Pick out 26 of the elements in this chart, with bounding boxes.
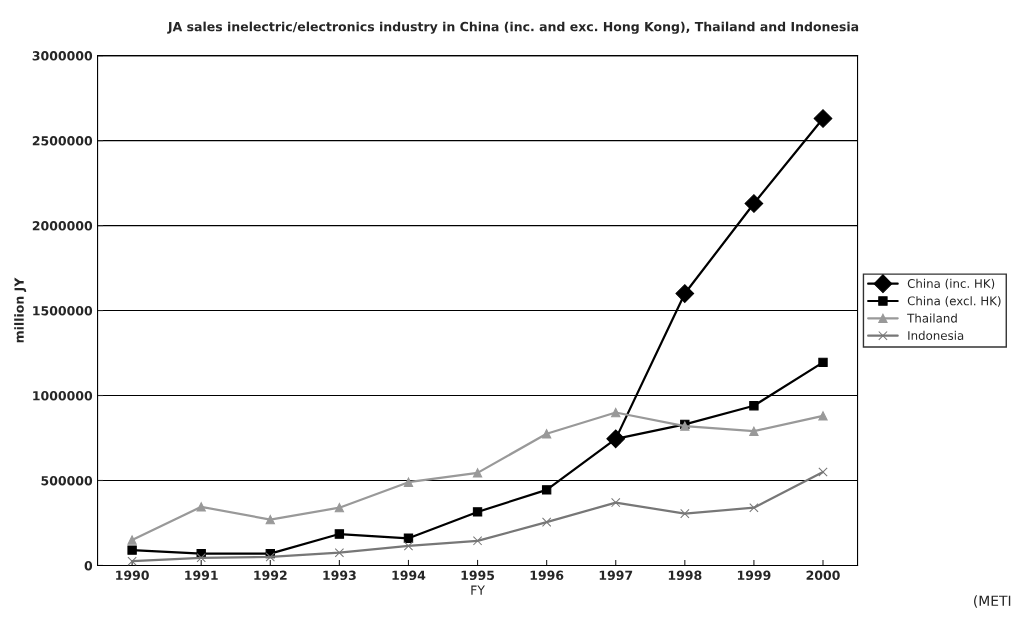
- x-tick-label: 1996: [530, 570, 564, 581]
- text: (METI: [974, 595, 1011, 608]
- x-tick-label: 1992: [254, 570, 287, 581]
- x-tick-label: 2000: [806, 570, 840, 581]
- y-tick-label: 3000000: [32, 51, 93, 61]
- legend-label: Indonesia: [908, 330, 964, 340]
- x-tick-label: 1990: [116, 570, 149, 581]
- y-tick-label: 2500000: [32, 136, 93, 146]
- x-tick-label: 1999: [737, 570, 771, 581]
- x-tick-label: 1997: [599, 570, 633, 581]
- x-tick-label: 1991: [185, 570, 218, 581]
- y-tick-label: 1500000: [33, 306, 93, 316]
- legend-label: China (excl. HK): [907, 296, 1001, 307]
- x-tick-label: 1993: [323, 570, 356, 581]
- y-tick-label: 2000000: [32, 221, 93, 231]
- legend-label: China (inc. HK): [907, 278, 995, 290]
- x-tick-label: 1995: [461, 570, 495, 581]
- legend-label: Thailand: [907, 313, 957, 323]
- x-axis-title: FY: [471, 585, 485, 595]
- x-tick-label: 1994: [392, 570, 426, 581]
- y-axis-title: million JY: [14, 277, 27, 343]
- x-tick-label: 1998: [668, 570, 702, 581]
- y-tick-label: 0: [84, 560, 93, 571]
- y-tick-label: 500000: [41, 475, 93, 486]
- y-tick-label: 1000000: [33, 390, 93, 401]
- chart-title: JA sales inelectric/electronics industry in China (inc. and exc. Hong Kong), Thailand and Indonesia: [167, 21, 859, 34]
